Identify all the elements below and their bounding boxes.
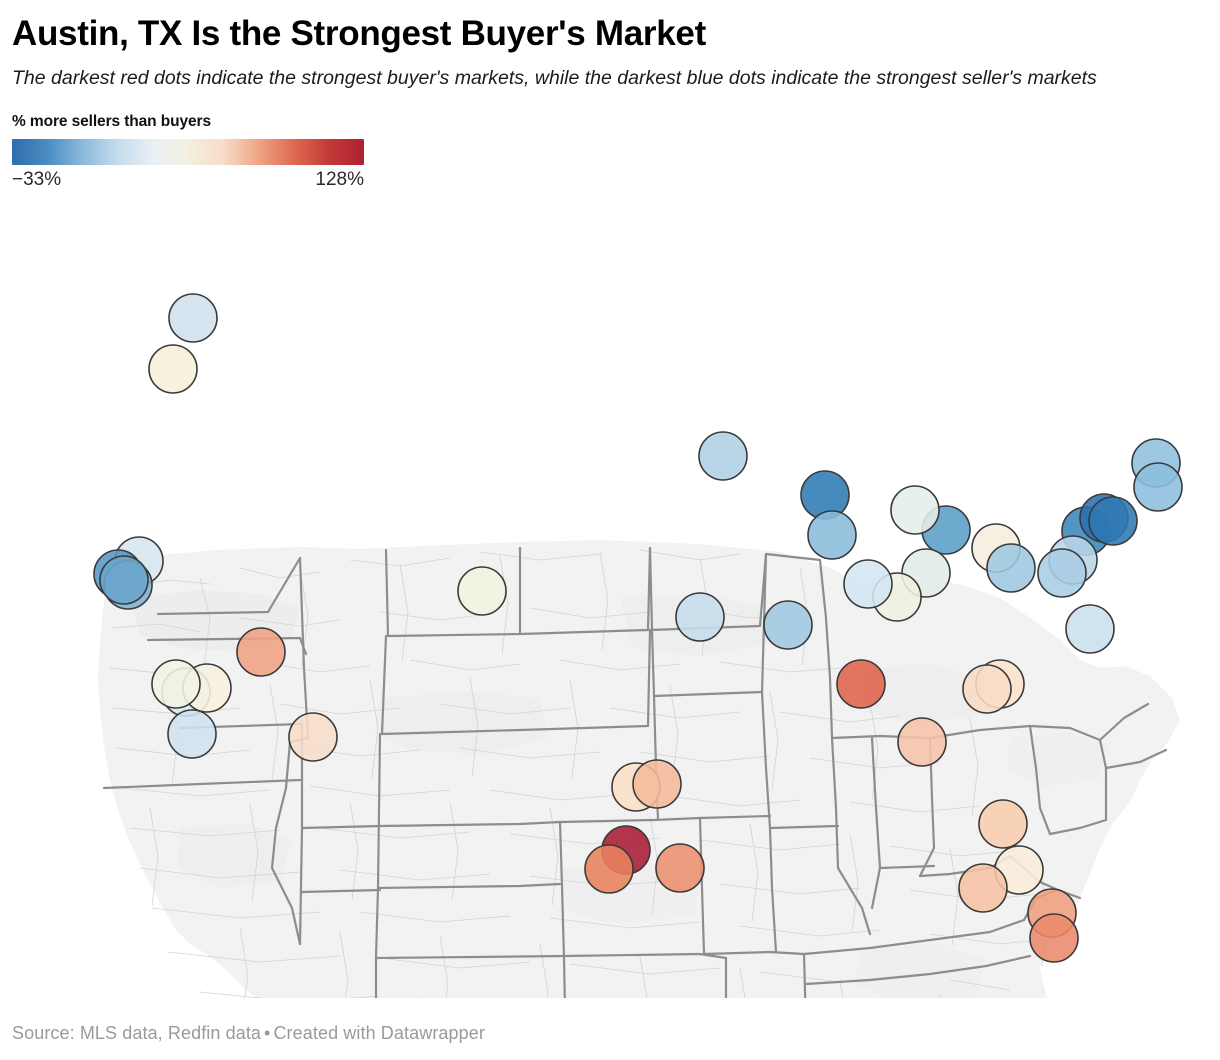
- map-dot[interactable]: Chicago, IL: -26%: [807, 510, 857, 560]
- map-dot[interactable]: St. Louis, MO: -23%: [763, 600, 813, 650]
- map-dot[interactable]: Denver, CO: 16%: [457, 566, 507, 616]
- map-dot[interactable]: Seattle, WA: -14%: [168, 293, 218, 343]
- map-dot[interactable]: Miami, FL: 62%: [1029, 913, 1079, 963]
- color-legend: % more sellers than buyers −33% 128%: [12, 113, 364, 191]
- map-dot[interactable]: Pittsburgh, PA: -22%: [986, 543, 1036, 593]
- legend-gradient-bar: [12, 139, 364, 166]
- map-dot[interactable]: Portland, OR: 22%: [148, 344, 198, 394]
- chart-footer: Source: MLS data, Redfin data • Created wi…: [12, 1023, 485, 1044]
- map-dot[interactable]: Fort Worth, TX: 52%: [632, 759, 682, 809]
- map-dot[interactable]: Houston, TX: 70%: [655, 843, 705, 893]
- map-dot[interactable]: Kansas City, MO: -16%: [675, 592, 725, 642]
- footer-separator: •: [264, 1023, 271, 1043]
- map-data-points[interactable]: Seattle, WA: -14%Portland, OR: 22%Sacram…: [93, 293, 1183, 963]
- map-dot[interactable]: Virginia Beach, VA: -15%: [1065, 604, 1115, 654]
- map-dot[interactable]: San Diego, CA: -10%: [167, 709, 217, 759]
- us-choropleth-map[interactable]: Seattle, WA: -14%Portland, OR: 22%Sacram…: [0, 268, 1220, 998]
- map-dot[interactable]: Charlotte, NC: 34%: [962, 664, 1012, 714]
- map-dot[interactable]: Phoenix, AZ: 39%: [288, 712, 338, 762]
- map-dot[interactable]: Washington, DC: -21%: [1037, 548, 1087, 598]
- map-svg: Seattle, WA: -14%Portland, OR: 22%Sacram…: [93, 293, 1183, 998]
- map-dot[interactable]: Las Vegas, NV: 63%: [236, 627, 286, 677]
- map-dot[interactable]: Grand Rapids, MI: 12%: [890, 485, 940, 535]
- map-dot[interactable]: Nashville, TN: 82%: [836, 659, 886, 709]
- map-dot[interactable]: Providence, RI: -25%: [1133, 462, 1183, 512]
- map-dot[interactable]: Indianapolis, IN: -13%: [843, 559, 893, 609]
- page-title: Austin, TX Is the Strongest Buyer's Mark…: [12, 14, 706, 53]
- map-dot[interactable]: New York, NY: -32%: [1088, 496, 1138, 546]
- map-dot[interactable]: Atlanta, GA: 49%: [897, 717, 947, 767]
- map-dot[interactable]: San Antonio, TX: 75%: [584, 844, 634, 894]
- map-dot[interactable]: Tampa, FL: 48%: [958, 863, 1008, 913]
- legend-title: % more sellers than buyers: [12, 113, 211, 131]
- legend-tick-labels: −33% 128%: [12, 169, 364, 191]
- map-dot[interactable]: Jacksonville, FL: 44%: [978, 799, 1028, 849]
- footer-source: Source: MLS data, Redfin data: [12, 1023, 262, 1043]
- chart-subtitle: The darkest red dots indicate the strong…: [12, 67, 1097, 90]
- legend-min-label: −33%: [12, 169, 62, 191]
- map-dot[interactable]: San Jose, CA: -29%: [99, 555, 149, 605]
- map-dot[interactable]: Minneapolis, MN: -20%: [698, 431, 748, 481]
- footer-credit: Created with Datawrapper: [273, 1023, 485, 1043]
- map-dot[interactable]: Anaheim, CA: 14%: [151, 659, 201, 709]
- legend-max-label: 128%: [315, 169, 364, 191]
